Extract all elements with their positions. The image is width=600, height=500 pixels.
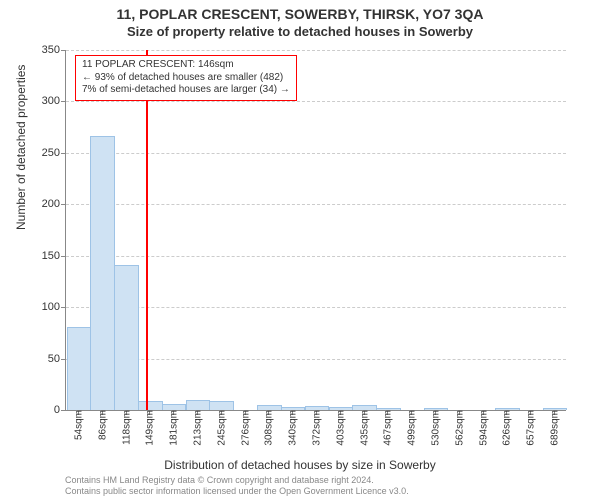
xtick-label: 689sqm (548, 410, 561, 446)
histogram-bar (186, 400, 211, 410)
xtick-label: 657sqm (524, 410, 537, 446)
xtick-label: 245sqm (214, 410, 227, 446)
xtick-label: 86sqm (95, 410, 108, 440)
gridline (66, 204, 566, 205)
ytick-label: 250 (42, 147, 66, 159)
xtick-label: 54sqm (71, 410, 84, 440)
xtick-label: 435sqm (357, 410, 370, 446)
xtick-label: 308sqm (262, 410, 275, 446)
xtick-label: 562sqm (452, 410, 465, 446)
xtick-label: 594sqm (476, 410, 489, 446)
gridline (66, 307, 566, 308)
xtick-label: 499sqm (405, 410, 418, 446)
marker-annotation: 11 POPLAR CRESCENT: 146sqm← 93% of detac… (75, 55, 297, 101)
gridline (66, 359, 566, 360)
ytick-label: 50 (48, 353, 66, 365)
ytick-label: 200 (42, 198, 66, 210)
x-axis-label: Distribution of detached houses by size … (0, 458, 600, 472)
histogram-bar (209, 401, 234, 410)
marker-line (146, 50, 148, 410)
chart-container: 11, POPLAR CRESCENT, SOWERBY, THIRSK, YO… (0, 0, 600, 500)
footer-line: Contains HM Land Registry data © Crown c… (65, 475, 409, 486)
plot-area: 05010015020025030035054sqm86sqm118sqm149… (65, 50, 566, 411)
annotation-line: 7% of semi-detached houses are larger (3… (82, 84, 290, 97)
histogram-bar (114, 265, 139, 410)
ytick-label: 100 (42, 301, 66, 313)
xtick-label: 149sqm (143, 410, 156, 446)
xtick-label: 118sqm (119, 410, 132, 445)
xtick-label: 276sqm (238, 410, 251, 446)
xtick-label: 213sqm (190, 410, 203, 446)
title-address: 11, POPLAR CRESCENT, SOWERBY, THIRSK, YO… (0, 6, 600, 22)
annotation-line: 11 POPLAR CRESCENT: 146sqm (82, 59, 290, 72)
histogram-bar (138, 401, 163, 410)
ytick-label: 150 (42, 250, 66, 262)
gridline (66, 50, 566, 51)
gridline (66, 101, 566, 102)
xtick-label: 181sqm (167, 410, 180, 446)
xtick-label: 467sqm (381, 410, 394, 446)
xtick-label: 403sqm (333, 410, 346, 446)
xtick-label: 626sqm (500, 410, 513, 446)
gridline (66, 256, 566, 257)
ytick-label: 0 (54, 404, 66, 416)
xtick-label: 530sqm (429, 410, 442, 446)
ytick-label: 300 (42, 95, 66, 107)
histogram-bar (90, 136, 115, 410)
xtick-label: 372sqm (310, 410, 323, 446)
ytick-label: 350 (42, 44, 66, 56)
footer-line: Contains public sector information licen… (65, 486, 409, 497)
y-axis-label: Number of detached properties (14, 65, 28, 230)
annotation-line: ← 93% of detached houses are smaller (48… (82, 72, 290, 85)
histogram-bar (67, 327, 92, 410)
title-subtitle: Size of property relative to detached ho… (0, 24, 600, 39)
xtick-label: 340sqm (286, 410, 299, 446)
gridline (66, 153, 566, 154)
attribution-footer: Contains HM Land Registry data © Crown c… (65, 475, 409, 497)
